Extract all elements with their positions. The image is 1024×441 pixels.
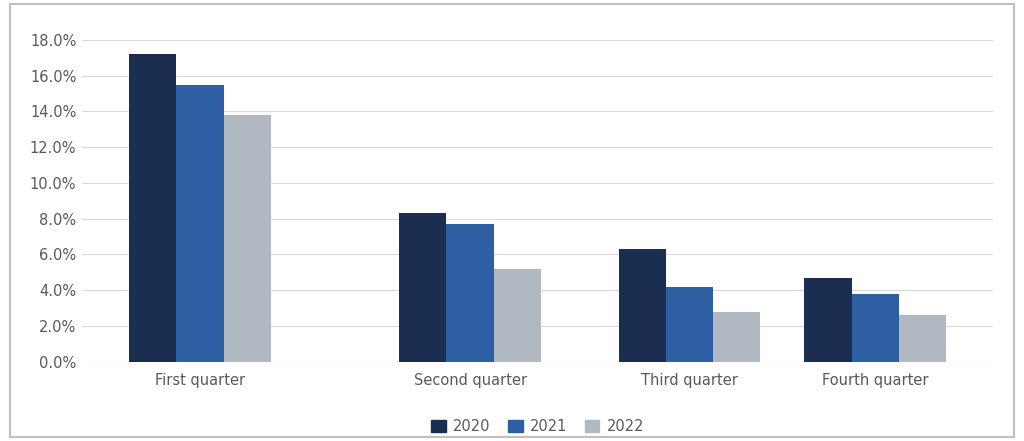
Bar xyxy=(852,294,899,362)
Bar xyxy=(446,224,494,362)
Bar xyxy=(494,269,541,362)
Bar xyxy=(666,287,713,362)
Bar xyxy=(618,249,666,362)
Bar xyxy=(713,312,761,362)
Bar xyxy=(176,85,223,362)
Bar xyxy=(129,54,176,362)
Legend: 2020, 2021, 2022: 2020, 2021, 2022 xyxy=(425,413,650,440)
Bar xyxy=(899,315,946,362)
Bar xyxy=(399,213,446,362)
Bar xyxy=(804,278,852,362)
Bar xyxy=(223,115,271,362)
